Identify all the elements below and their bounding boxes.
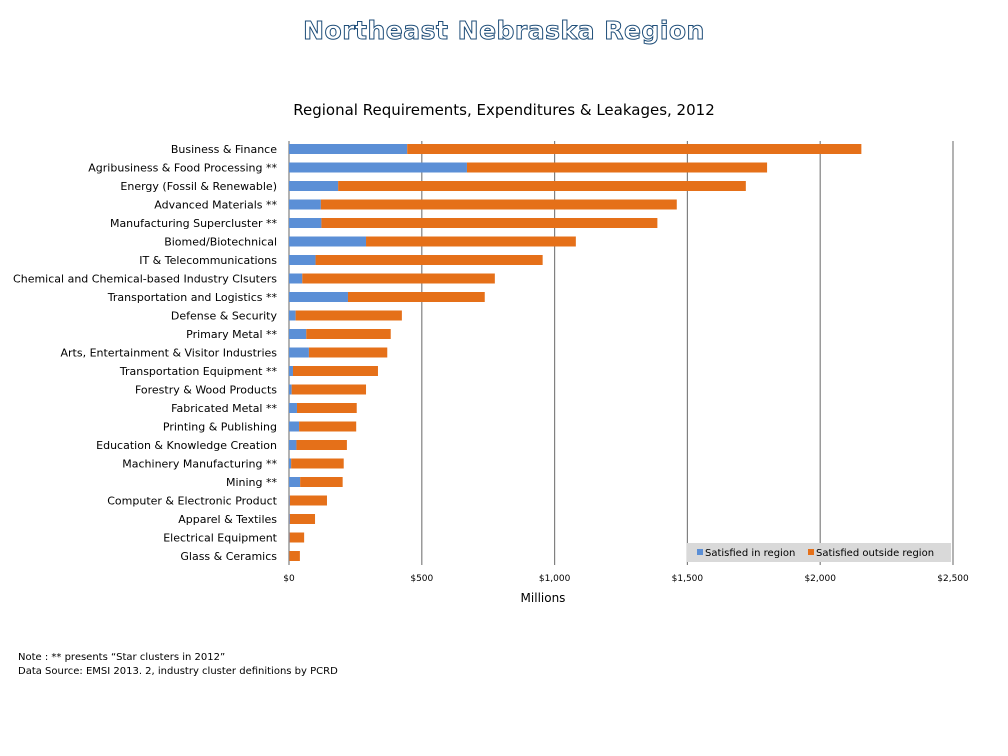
bar-in-region bbox=[289, 347, 309, 358]
bar-in-region bbox=[289, 421, 300, 432]
bar-outside-region bbox=[300, 477, 343, 487]
category-label: Primary Metal ** bbox=[186, 328, 277, 341]
bar-outside-region bbox=[289, 514, 316, 524]
x-axis-title: Millions bbox=[521, 591, 566, 605]
bar-in-region bbox=[289, 236, 367, 247]
bar-in-region bbox=[289, 255, 316, 265]
note-text: Note : ** presents “Star clusters in 201… bbox=[18, 652, 226, 663]
bar-in-region bbox=[289, 477, 301, 487]
legend-swatch-outside-region bbox=[808, 549, 814, 555]
category-label: Printing & Publishing bbox=[163, 421, 277, 434]
bar-outside-region bbox=[296, 440, 347, 450]
category-label: Arts, Entertainment & Visitor Industries bbox=[60, 347, 277, 360]
bars bbox=[289, 144, 862, 561]
chart-title: Regional Requirements, Expenditures & Le… bbox=[293, 101, 715, 119]
bar-outside-region bbox=[291, 458, 344, 469]
bar-outside-region bbox=[347, 292, 485, 302]
bar-in-region bbox=[289, 218, 322, 228]
bar-outside-region bbox=[366, 236, 576, 247]
x-tick-label: $1,500 bbox=[672, 574, 704, 584]
bar-in-region bbox=[289, 329, 307, 339]
category-label: Manufacturing Supercluster ** bbox=[110, 217, 278, 230]
x-tick-label: $2,000 bbox=[804, 574, 836, 584]
legend-label-outside-region: Satisfied outside region bbox=[816, 548, 934, 559]
category-label: IT & Telecommunications bbox=[139, 254, 277, 267]
bar-outside-region bbox=[292, 366, 378, 376]
bar-outside-region bbox=[308, 347, 388, 358]
x-tick-label: $0 bbox=[283, 574, 295, 584]
bar-outside-region bbox=[291, 384, 367, 395]
x-tick-label: $500 bbox=[410, 574, 433, 584]
bar-in-region bbox=[289, 162, 467, 173]
category-labels: Business & Finance Agribusiness & Food Pr… bbox=[13, 143, 278, 563]
category-label: Fabricated Metal ** bbox=[171, 402, 277, 415]
category-label: Biomed/Biotechnical bbox=[164, 236, 277, 249]
category-label: Mining ** bbox=[226, 476, 278, 489]
category-label: Defense & Security bbox=[171, 310, 278, 323]
bar-in-region bbox=[289, 514, 290, 524]
x-tick-labels: $0 $500 $1,000 $1,500 $2,000 $2,500 bbox=[283, 574, 969, 584]
bar-in-region bbox=[289, 440, 297, 450]
x-tick-label: $1,000 bbox=[539, 574, 571, 584]
source-text: Data Source: EMSI 2013. 2, industry clus… bbox=[18, 666, 338, 677]
bar-outside-region bbox=[299, 421, 357, 432]
bar-outside-region bbox=[295, 310, 402, 321]
category-label: Computer & Electronic Product bbox=[107, 495, 277, 508]
bar-in-region bbox=[289, 495, 290, 506]
category-label: Business & Finance bbox=[171, 143, 277, 156]
legend-label-in-region: Satisfied in region bbox=[705, 548, 795, 559]
bar-outside-region bbox=[302, 273, 495, 284]
bar-outside-region bbox=[296, 403, 357, 413]
bar-in-region bbox=[289, 310, 296, 321]
legend-background bbox=[687, 543, 951, 562]
legend-swatch-in-region bbox=[697, 549, 703, 555]
bar-outside-region bbox=[321, 218, 658, 228]
category-label: Transportation and Logistics ** bbox=[107, 291, 278, 304]
bar-in-region bbox=[289, 532, 290, 543]
bar-in-region bbox=[289, 384, 292, 395]
bar-in-region bbox=[289, 199, 321, 210]
page-title: Northeast Nebraska Region bbox=[303, 16, 705, 46]
bar-outside-region bbox=[320, 199, 677, 210]
category-label: Energy (Fossil & Renewable) bbox=[120, 180, 277, 193]
category-label: Agribusiness & Food Processing ** bbox=[88, 162, 277, 175]
bar-in-region bbox=[289, 403, 297, 413]
bar-in-region bbox=[289, 144, 408, 154]
bar-outside-region bbox=[338, 181, 746, 191]
category-label: Apparel & Textiles bbox=[178, 513, 277, 526]
category-label: Education & Knowledge Creation bbox=[96, 439, 277, 452]
notes: Note : ** presents “Star clusters in 201… bbox=[18, 651, 338, 679]
bar-outside-region bbox=[306, 329, 391, 339]
bar-in-region bbox=[289, 458, 292, 469]
bar-outside-region bbox=[289, 551, 300, 561]
category-label: Advanced Materials ** bbox=[154, 199, 277, 212]
category-label: Machinery Manufacturing ** bbox=[122, 458, 277, 471]
bar-in-region bbox=[289, 366, 293, 376]
category-label: Electrical Equipment bbox=[163, 532, 277, 545]
bar-outside-region bbox=[289, 495, 327, 506]
category-label: Forestry & Wood Products bbox=[135, 384, 277, 397]
bar-outside-region bbox=[466, 162, 768, 173]
gridlines bbox=[288, 141, 954, 565]
bar-outside-region bbox=[289, 532, 305, 543]
category-label: Chemical and Chemical-based Industry Cls… bbox=[13, 273, 277, 286]
category-label: Glass & Ceramics bbox=[180, 550, 277, 563]
bar-outside-region bbox=[315, 255, 543, 265]
bar-in-region bbox=[289, 181, 339, 191]
bar-in-region bbox=[289, 292, 348, 302]
bar-in-region bbox=[289, 273, 303, 284]
legend: Satisfied in region Satisfied outside re… bbox=[687, 543, 951, 562]
category-label: Transportation Equipment ** bbox=[119, 365, 278, 378]
bar-outside-region bbox=[407, 144, 862, 154]
x-tick-label: $2,500 bbox=[937, 574, 969, 584]
